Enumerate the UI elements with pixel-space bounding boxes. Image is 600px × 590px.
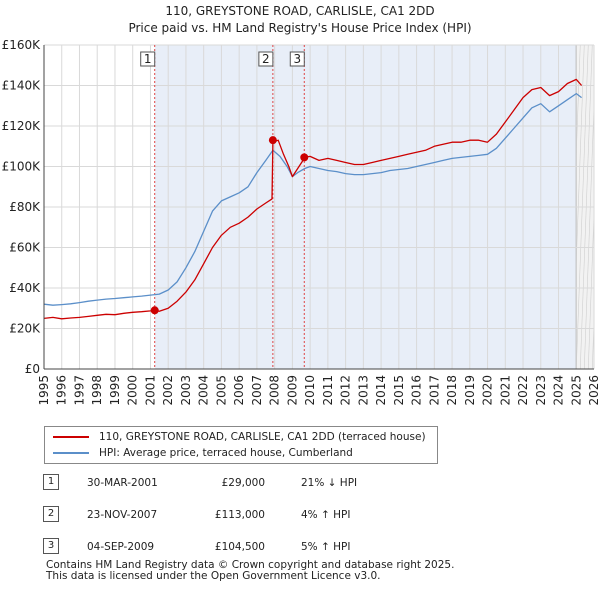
- x-tick-label: 2020: [481, 375, 495, 406]
- title-line-1: 110, GREYSTONE ROAD, CARLISLE, CA1 2DD: [165, 4, 435, 18]
- y-tick-label: £120K: [2, 119, 42, 133]
- x-tick-label: 1996: [55, 375, 69, 406]
- sale-hpi-change: 4% ↑ HPI: [301, 509, 351, 521]
- x-tick-label: 2010: [303, 375, 317, 406]
- x-tick-label: 2008: [268, 375, 282, 406]
- x-tick-label: 2006: [232, 375, 246, 406]
- legend-label-hpi: HPI: Average price, terraced house, Cumb…: [99, 447, 353, 459]
- x-tick-label: 2003: [179, 375, 193, 406]
- x-tick-label: 2004: [197, 375, 211, 406]
- sale-badge: 3: [43, 538, 59, 554]
- title-line-2: Price paid vs. HM Land Registry's House …: [128, 21, 472, 35]
- x-tick-label: 2011: [321, 375, 335, 406]
- price-chart: 1 2 3 £0 £20K £40K £60K £80K £100K £120K £140K £16…: [2, 38, 600, 406]
- sale-point: [300, 153, 309, 162]
- sale-badge: 1: [43, 474, 59, 490]
- hatch-line: [596, 45, 600, 369]
- x-tick-label: 2013: [356, 375, 370, 406]
- x-tick-label: 1998: [90, 375, 104, 406]
- x-tick-label: 2000: [126, 375, 140, 406]
- x-tick-label: 2007: [250, 375, 264, 406]
- series-property: [43, 78, 583, 320]
- x-tick-label: 2017: [427, 375, 441, 406]
- y-tick-label: £100K: [2, 160, 42, 174]
- sale-point: [150, 306, 159, 315]
- x-tick-label: 2012: [339, 375, 353, 406]
- footer-line-1: Contains HM Land Registry data © Crown c…: [46, 559, 455, 571]
- x-tick-label: 1999: [108, 375, 122, 406]
- x-tick-label: 2025: [569, 375, 583, 406]
- x-tick-label: 1997: [72, 375, 86, 406]
- x-tick-label: 2019: [463, 375, 477, 406]
- y-tick-label: £140K: [2, 79, 42, 93]
- x-tick-label: 1995: [37, 375, 51, 406]
- chart-title: 110, GREYSTONE ROAD, CARLISLE, CA1 2DD P…: [0, 3, 600, 37]
- x-tick-label: 2015: [392, 375, 406, 406]
- x-tick-label: 2001: [143, 375, 157, 406]
- sale-date: 23-NOV-2007: [87, 509, 158, 521]
- sale-hpi-change: 21% ↓ HPI: [301, 477, 358, 489]
- sale-marker-badge: [140, 51, 156, 67]
- x-tick-label: 2018: [445, 375, 459, 406]
- legend-swatch-property: [53, 436, 89, 438]
- sale-price: £29,000: [221, 477, 265, 489]
- x-tick-label: 2005: [214, 375, 228, 406]
- sale-hpi-change: 5% ↑ HPI: [301, 541, 351, 553]
- y-tick-label: £80K: [9, 200, 41, 214]
- footer: Contains HM Land Registry data © Crown c…: [46, 560, 454, 582]
- y-tick-label: £20K: [9, 322, 41, 336]
- legend-swatch-hpi: [53, 452, 89, 454]
- sale-marker-label: 3: [293, 52, 301, 66]
- x-tick-label: 2021: [498, 375, 512, 406]
- hatch-line: [587, 205, 594, 369]
- y-tick-label: £0: [25, 362, 40, 376]
- y-tick-label: £60K: [9, 241, 41, 255]
- x-tick-label: 2026: [587, 375, 600, 406]
- y-tick-label: £40K: [9, 281, 41, 295]
- sale-marker-badge: [258, 51, 274, 67]
- x-tick-label: 2014: [374, 375, 388, 406]
- x-tick-label: 2023: [534, 375, 548, 406]
- x-tick-label: 2024: [552, 375, 566, 406]
- x-tick-label: 2016: [410, 375, 424, 406]
- sale-point: [268, 136, 277, 145]
- sale-marker-label: 2: [262, 52, 270, 66]
- sale-date: 04-SEP-2009: [87, 541, 155, 553]
- sale-price: £113,000: [214, 509, 265, 521]
- footer-line-2: This data is licensed under the Open Gov…: [46, 570, 381, 582]
- y-tick-label: £160K: [2, 38, 42, 52]
- sale-price: £104,500: [214, 541, 265, 553]
- legend: 110, GREYSTONE ROAD, CARLISLE, CA1 2DD (…: [44, 426, 438, 464]
- x-tick-label: 2009: [285, 375, 299, 406]
- legend-label-property: 110, GREYSTONE ROAD, CARLISLE, CA1 2DD (…: [99, 431, 426, 443]
- sale-date: 30-MAR-2001: [87, 477, 158, 489]
- sale-marker-badge: [289, 51, 305, 67]
- x-tick-label: 2002: [161, 375, 175, 406]
- series-hpi: [43, 92, 582, 306]
- sale-badge: 2: [43, 506, 59, 522]
- sale-marker-label: 1: [144, 52, 152, 66]
- x-tick-label: 2022: [516, 375, 530, 406]
- hatch-line: [576, 45, 581, 162]
